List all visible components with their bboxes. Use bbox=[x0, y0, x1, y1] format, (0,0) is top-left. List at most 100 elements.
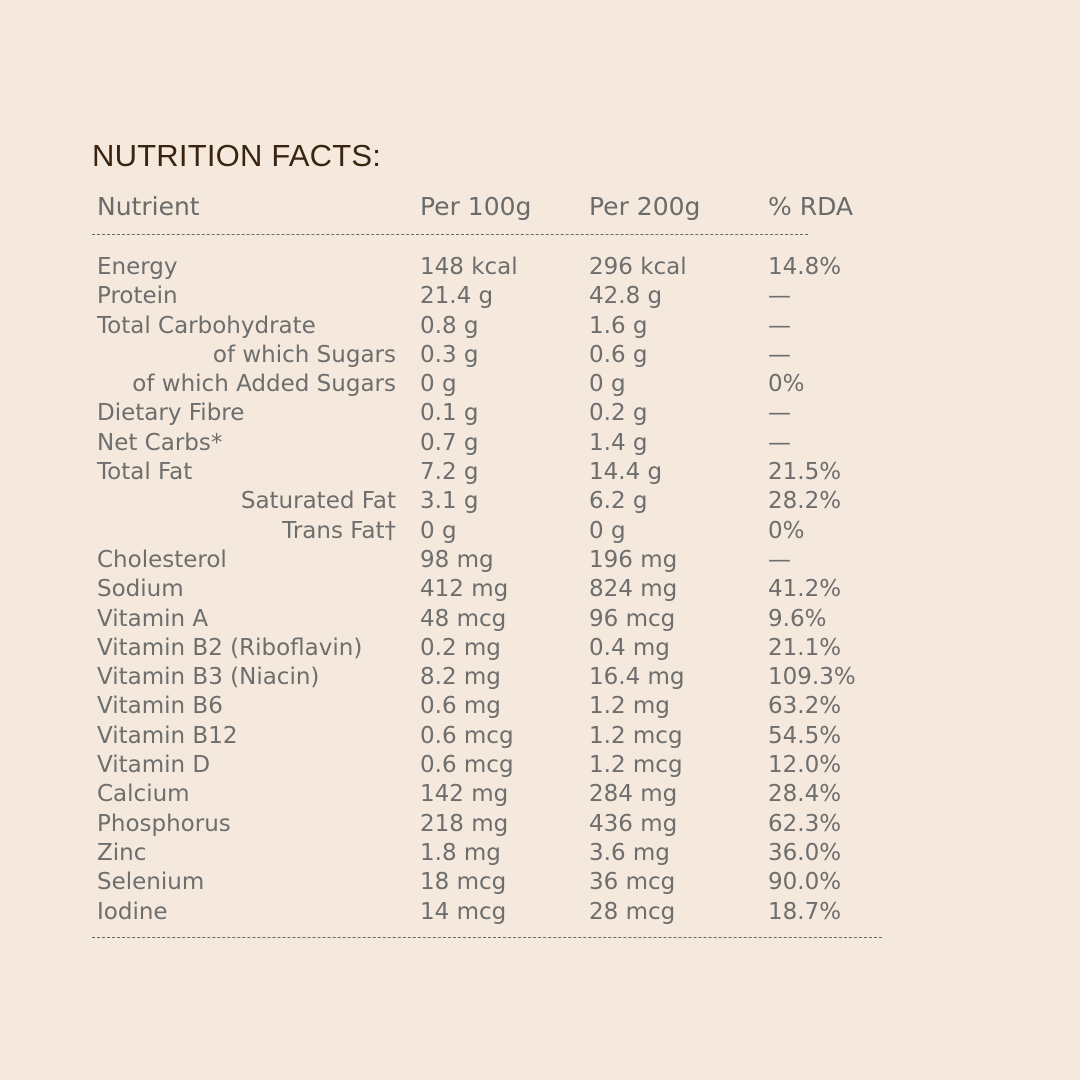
table-row: Dietary Fibre 0.1 g 0.2 g — bbox=[0, 399, 1080, 428]
value-per-200g: 0.6 g bbox=[589, 341, 648, 368]
value-rda: 28.2% bbox=[768, 488, 842, 515]
column-header-nutrient: Nutrient bbox=[97, 192, 200, 221]
value-rda: — bbox=[768, 546, 791, 573]
value-per-100g: 1.8 mg bbox=[420, 839, 501, 866]
value-per-100g: 98 mg bbox=[420, 546, 494, 573]
value-rda: 21.1% bbox=[768, 634, 842, 661]
value-per-100g: 0.8 g bbox=[420, 312, 479, 339]
table-row: Phosphorus 218 mg 436 mg 62.3% bbox=[0, 810, 1080, 839]
table-row: of which Added Sugars 0 g 0 g 0% bbox=[0, 370, 1080, 399]
value-per-100g: 8.2 mg bbox=[420, 664, 501, 691]
value-per-100g: 0 g bbox=[420, 517, 457, 544]
table-row: Saturated Fat 3.1 g 6.2 g 28.2% bbox=[0, 487, 1080, 516]
value-rda: 28.4% bbox=[768, 781, 842, 808]
table-row: Total Carbohydrate 0.8 g 1.6 g — bbox=[0, 312, 1080, 341]
nutrient-name: of which Sugars bbox=[212, 341, 396, 368]
table-bottom-divider bbox=[92, 937, 882, 938]
value-per-100g: 148 kcal bbox=[420, 254, 518, 280]
nutrient-name: Vitamin B6 bbox=[97, 693, 223, 720]
value-per-200g: 296 kcal bbox=[589, 254, 687, 280]
value-per-100g: 142 mg bbox=[420, 781, 509, 808]
value-per-100g: 0 g bbox=[420, 371, 457, 398]
value-per-200g: 42.8 g bbox=[589, 283, 663, 310]
value-rda: — bbox=[768, 429, 791, 456]
nutrient-name: Total Carbohydrate bbox=[97, 312, 316, 339]
nutrient-name: Vitamin A bbox=[97, 605, 209, 632]
nutrient-name: Cholesterol bbox=[97, 546, 227, 573]
value-rda: 9.6% bbox=[768, 605, 827, 632]
value-per-200g: 1.6 g bbox=[589, 312, 648, 339]
table-row: Calcium 142 mg 284 mg 28.4% bbox=[0, 780, 1080, 809]
nutrient-name: Selenium bbox=[97, 869, 205, 896]
value-per-200g: 16.4 mg bbox=[589, 664, 685, 691]
value-rda: 90.0% bbox=[768, 869, 842, 896]
value-per-200g: 36 mcg bbox=[589, 869, 676, 896]
value-rda: 14.8% bbox=[768, 254, 842, 280]
nutrient-name: Energy bbox=[97, 254, 178, 280]
value-per-200g: 0.2 g bbox=[589, 400, 648, 427]
nutrient-name: Total Fat bbox=[97, 459, 193, 486]
value-per-200g: 0 g bbox=[589, 371, 626, 398]
nutrient-name: Saturated Fat bbox=[240, 488, 396, 515]
value-rda: — bbox=[768, 341, 791, 368]
page-title: NUTRITION FACTS: bbox=[92, 138, 382, 173]
table-row: Trans Fat† 0 g 0 g 0% bbox=[0, 517, 1080, 546]
value-per-100g: 14 mcg bbox=[420, 898, 507, 925]
value-per-100g: 0.7 g bbox=[420, 429, 479, 456]
value-per-200g: 3.6 mg bbox=[589, 839, 670, 866]
value-per-100g: 0.6 mcg bbox=[420, 722, 514, 749]
value-per-100g: 218 mg bbox=[420, 810, 509, 837]
column-header-per-200g: Per 200g bbox=[589, 192, 701, 221]
value-rda: — bbox=[768, 312, 791, 339]
nutrition-table-body: Energy 148 kcal 296 kcal 14.8% Protein 21.4 g… bbox=[0, 253, 1080, 927]
value-per-100g: 0.6 mg bbox=[420, 693, 501, 720]
column-header-per-100g: Per 100g bbox=[420, 192, 532, 221]
value-per-200g: 1.4 g bbox=[589, 429, 648, 456]
value-per-100g: 7.2 g bbox=[420, 459, 479, 486]
table-row: Vitamin A 48 mcg 96 mcg 9.6% bbox=[0, 605, 1080, 634]
table-row: Vitamin B12 0.6 mcg 1.2 mcg 54.5% bbox=[0, 722, 1080, 751]
value-rda: 41.2% bbox=[768, 576, 842, 603]
value-rda: — bbox=[768, 283, 791, 310]
value-per-100g: 0.2 mg bbox=[420, 634, 501, 661]
value-per-100g: 412 mg bbox=[420, 576, 509, 603]
value-rda: 62.3% bbox=[768, 810, 842, 837]
value-rda: 36.0% bbox=[768, 839, 842, 866]
nutrient-name: Protein bbox=[97, 283, 178, 310]
nutrient-name: Calcium bbox=[97, 781, 190, 808]
value-rda: 0% bbox=[768, 371, 805, 398]
nutrient-name: Zinc bbox=[97, 839, 147, 866]
nutrient-name: Trans Fat† bbox=[282, 517, 396, 544]
nutrient-name: Net Carbs* bbox=[97, 429, 223, 456]
nutrient-name: Vitamin B3 (Niacin) bbox=[97, 664, 320, 691]
nutrient-name: Iodine bbox=[97, 898, 168, 925]
value-per-100g: 3.1 g bbox=[420, 488, 479, 515]
value-per-200g: 96 mcg bbox=[589, 605, 676, 632]
table-row: Cholesterol 98 mg 196 mg — bbox=[0, 546, 1080, 575]
value-per-100g: 18 mcg bbox=[420, 869, 507, 896]
column-header-rda: % RDA bbox=[768, 192, 853, 221]
table-row: Vitamin B2 (Riboflavin) 0.2 mg 0.4 mg 21.1% bbox=[0, 634, 1080, 663]
nutrient-name: Sodium bbox=[97, 576, 184, 603]
value-per-200g: 1.2 mcg bbox=[589, 752, 683, 779]
value-per-200g: 1.2 mcg bbox=[589, 722, 683, 749]
table-row: Total Fat 7.2 g 14.4 g 21.5% bbox=[0, 458, 1080, 487]
header-divider bbox=[92, 234, 808, 235]
value-rda: 54.5% bbox=[768, 722, 842, 749]
value-per-100g: 0.1 g bbox=[420, 400, 479, 427]
table-row: Selenium 18 mcg 36 mcg 90.0% bbox=[0, 868, 1080, 897]
table-row: of which Sugars 0.3 g 0.6 g — bbox=[0, 341, 1080, 370]
table-row: Vitamin B6 0.6 mg 1.2 mg 63.2% bbox=[0, 692, 1080, 721]
table-row: Sodium 412 mg 824 mg 41.2% bbox=[0, 575, 1080, 604]
value-per-200g: 196 mg bbox=[589, 546, 678, 573]
table-row: Iodine 14 mcg 28 mcg 18.7% bbox=[0, 898, 1080, 927]
table-row: Energy 148 kcal 296 kcal 14.8% bbox=[0, 253, 1080, 282]
nutrient-name: Vitamin B2 (Riboflavin) bbox=[97, 634, 363, 661]
value-per-200g: 1.2 mg bbox=[589, 693, 670, 720]
value-rda: 18.7% bbox=[768, 898, 842, 925]
nutrient-name: Vitamin B12 bbox=[97, 722, 238, 749]
value-per-100g: 21.4 g bbox=[420, 283, 494, 310]
table-row: Protein 21.4 g 42.8 g — bbox=[0, 282, 1080, 311]
value-per-200g: 14.4 g bbox=[589, 459, 663, 486]
